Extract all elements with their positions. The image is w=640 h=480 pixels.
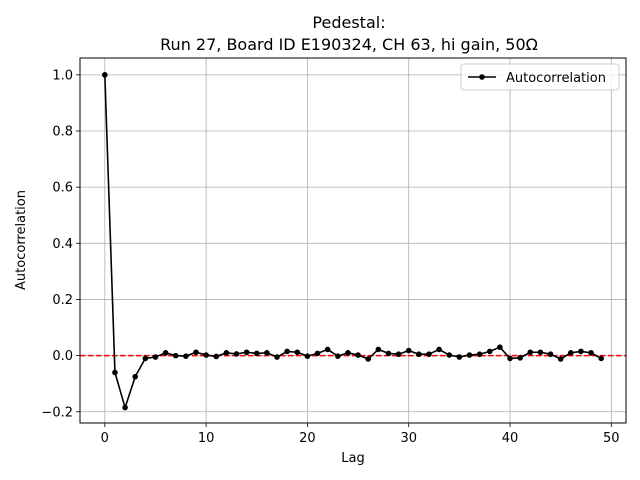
data-point — [172, 352, 179, 359]
y-tick-label: 0.6 — [52, 181, 73, 196]
x-tick-label: 0 — [101, 431, 109, 446]
data-point — [578, 348, 584, 355]
data-point — [152, 354, 159, 360]
data-point — [223, 350, 230, 356]
y-tick-label: 0.8 — [52, 125, 73, 140]
data-point — [517, 355, 523, 361]
data-point — [497, 344, 503, 350]
data-point — [446, 352, 453, 358]
data-point — [426, 351, 432, 358]
data-point — [193, 349, 199, 356]
data-point — [598, 355, 604, 362]
data-point — [355, 352, 361, 358]
y-axis-ticks: −0.2 0.0 0.2 0.4 0.6 0.8 1.0 — [41, 68, 80, 420]
chart-title-line2: Run 27, Board ID E190324, CH 63, hi gain… — [160, 35, 538, 54]
chart-title-line1: Pedestal: — [312, 13, 385, 32]
data-point — [335, 353, 341, 359]
data-point — [527, 349, 534, 356]
data-point — [466, 352, 473, 358]
data-point — [132, 373, 139, 380]
y-tick-label: 0.2 — [52, 293, 73, 308]
data-point — [243, 349, 250, 356]
data-point — [365, 356, 371, 362]
data-point — [476, 351, 483, 358]
y-tick-label: −0.2 — [41, 405, 73, 420]
data-point — [345, 350, 351, 356]
data-point — [203, 352, 209, 358]
data-point — [588, 350, 594, 356]
data-point — [507, 355, 513, 362]
y-tick-label: 0.4 — [52, 237, 73, 252]
data-point — [547, 351, 554, 358]
data-point — [314, 350, 321, 357]
data-point — [395, 351, 402, 358]
x-axis-ticks: 0 10 20 30 40 50 — [101, 423, 620, 446]
data-point — [213, 353, 220, 360]
data-point — [436, 346, 442, 353]
data-point — [162, 350, 169, 356]
legend-marker-swatch — [479, 74, 485, 80]
data-point — [253, 350, 260, 357]
x-tick-label: 10 — [198, 431, 215, 446]
x-tick-label: 30 — [400, 431, 417, 446]
y-tick-label: 0.0 — [52, 349, 73, 364]
x-tick-label: 50 — [603, 431, 620, 446]
data-point — [274, 354, 280, 360]
data-point — [537, 349, 544, 356]
data-point — [405, 347, 412, 354]
data-point — [284, 348, 290, 355]
data-point — [416, 351, 422, 358]
x-axis-label: Lag — [341, 451, 364, 466]
y-tick-label: 1.0 — [52, 68, 73, 83]
data-point — [486, 348, 493, 355]
data-point — [294, 349, 301, 356]
legend: Autocorrelation — [460, 63, 620, 91]
plot-frame — [79, 57, 627, 424]
data-point — [122, 404, 128, 411]
x-tick-label: 20 — [299, 431, 316, 446]
data-point — [557, 356, 564, 362]
data-point — [385, 350, 392, 357]
data-point — [112, 369, 118, 376]
data-point — [304, 353, 311, 359]
data-point — [375, 346, 382, 353]
y-axis-label: Autocorrelation — [14, 190, 29, 290]
data-point — [324, 346, 331, 353]
data-point — [567, 350, 574, 356]
legend-box — [460, 63, 620, 91]
data-point — [456, 354, 463, 360]
data-point — [264, 350, 270, 356]
data-point — [233, 351, 240, 357]
x-tick-label: 40 — [502, 431, 519, 446]
legend-label-autocorrelation: Autocorrelation — [506, 71, 606, 86]
data-point — [102, 72, 108, 78]
data-point — [183, 353, 189, 359]
series-group — [102, 72, 604, 411]
data-point — [142, 355, 149, 362]
